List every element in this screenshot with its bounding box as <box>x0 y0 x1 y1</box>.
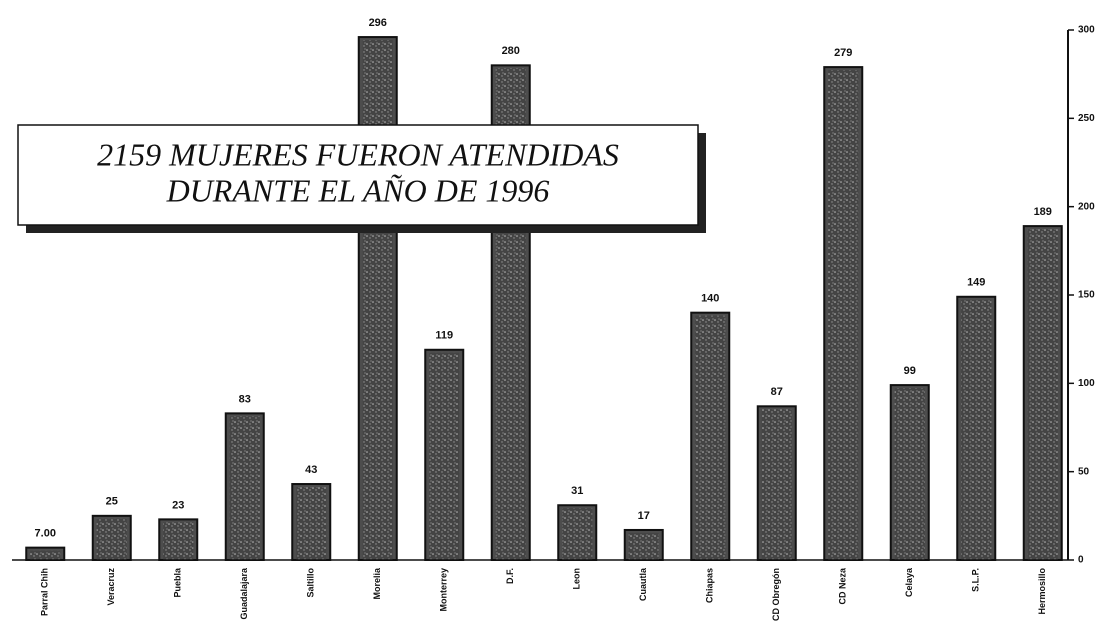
x-tick-label: D.F. <box>505 568 515 584</box>
y-tick-label: 150 <box>1078 290 1095 301</box>
x-tick-label: Guadalajara <box>239 567 249 620</box>
bar-texture <box>429 352 460 560</box>
bar-texture <box>229 416 260 560</box>
value-label: 280 <box>502 45 520 57</box>
bar-texture <box>96 518 127 560</box>
value-label: 296 <box>369 17 387 29</box>
x-tick-label: Veracruz <box>106 568 116 606</box>
bar-texture <box>961 299 992 560</box>
x-tick-label: Puebla <box>173 567 183 598</box>
value-label: 279 <box>834 47 852 59</box>
value-label: 149 <box>967 277 985 289</box>
bar-texture <box>163 522 194 560</box>
x-tick-label: Celaya <box>904 567 914 597</box>
bar-texture <box>695 315 726 560</box>
value-label: 140 <box>701 293 719 305</box>
x-tick-label: Monterrey <box>439 568 449 612</box>
bar-texture <box>628 532 659 560</box>
y-tick-label: 100 <box>1078 378 1095 389</box>
x-tick-label: CD Neza <box>838 567 848 605</box>
y-tick-label: 50 <box>1078 466 1090 477</box>
value-label: 87 <box>771 386 783 398</box>
x-tick-label: Parral Chih <box>40 568 50 616</box>
y-tick-label: 200 <box>1078 201 1095 212</box>
bar-texture <box>894 388 925 560</box>
value-label: 119 <box>435 330 453 342</box>
x-tick-label: Saltillo <box>306 568 316 598</box>
annotation-line: DURANTE EL AÑO DE 1996 <box>166 172 550 208</box>
y-tick-label: 0 <box>1078 555 1084 566</box>
y-tick-label: 300 <box>1078 25 1095 36</box>
bar-texture <box>362 40 393 561</box>
value-label: 99 <box>904 365 916 377</box>
value-label: 17 <box>638 510 650 522</box>
value-label: 83 <box>239 393 251 405</box>
value-label: 189 <box>1034 206 1052 218</box>
value-label: 23 <box>172 499 184 511</box>
value-label: 7.00 <box>35 528 56 540</box>
bar-texture <box>1027 229 1058 560</box>
annotation-box: 2159 MUJERES FUERON ATENDIDAS DURANTE EL… <box>17 124 706 233</box>
value-label: 25 <box>106 496 118 508</box>
x-tick-label: Hermosillo <box>1037 568 1047 615</box>
annotation-line: 2159 MUJERES FUERON ATENDIDAS <box>97 136 619 172</box>
bar-texture <box>296 487 327 560</box>
x-tick-label: Cuautla <box>638 567 648 601</box>
bar-texture <box>828 70 859 560</box>
x-tick-label: Leon <box>572 568 582 590</box>
bar-texture <box>562 508 593 560</box>
x-tick-label: Chiapas <box>705 568 715 603</box>
bar-texture <box>30 550 61 560</box>
value-label: 43 <box>305 464 317 476</box>
y-tick-label: 250 <box>1078 113 1095 124</box>
x-tick-label: CD Obregón <box>771 568 781 621</box>
value-label: 31 <box>571 485 583 497</box>
x-tick-label: Morelia <box>372 567 382 600</box>
bar-texture <box>761 409 792 560</box>
x-tick-label: S.L.P. <box>971 568 981 592</box>
